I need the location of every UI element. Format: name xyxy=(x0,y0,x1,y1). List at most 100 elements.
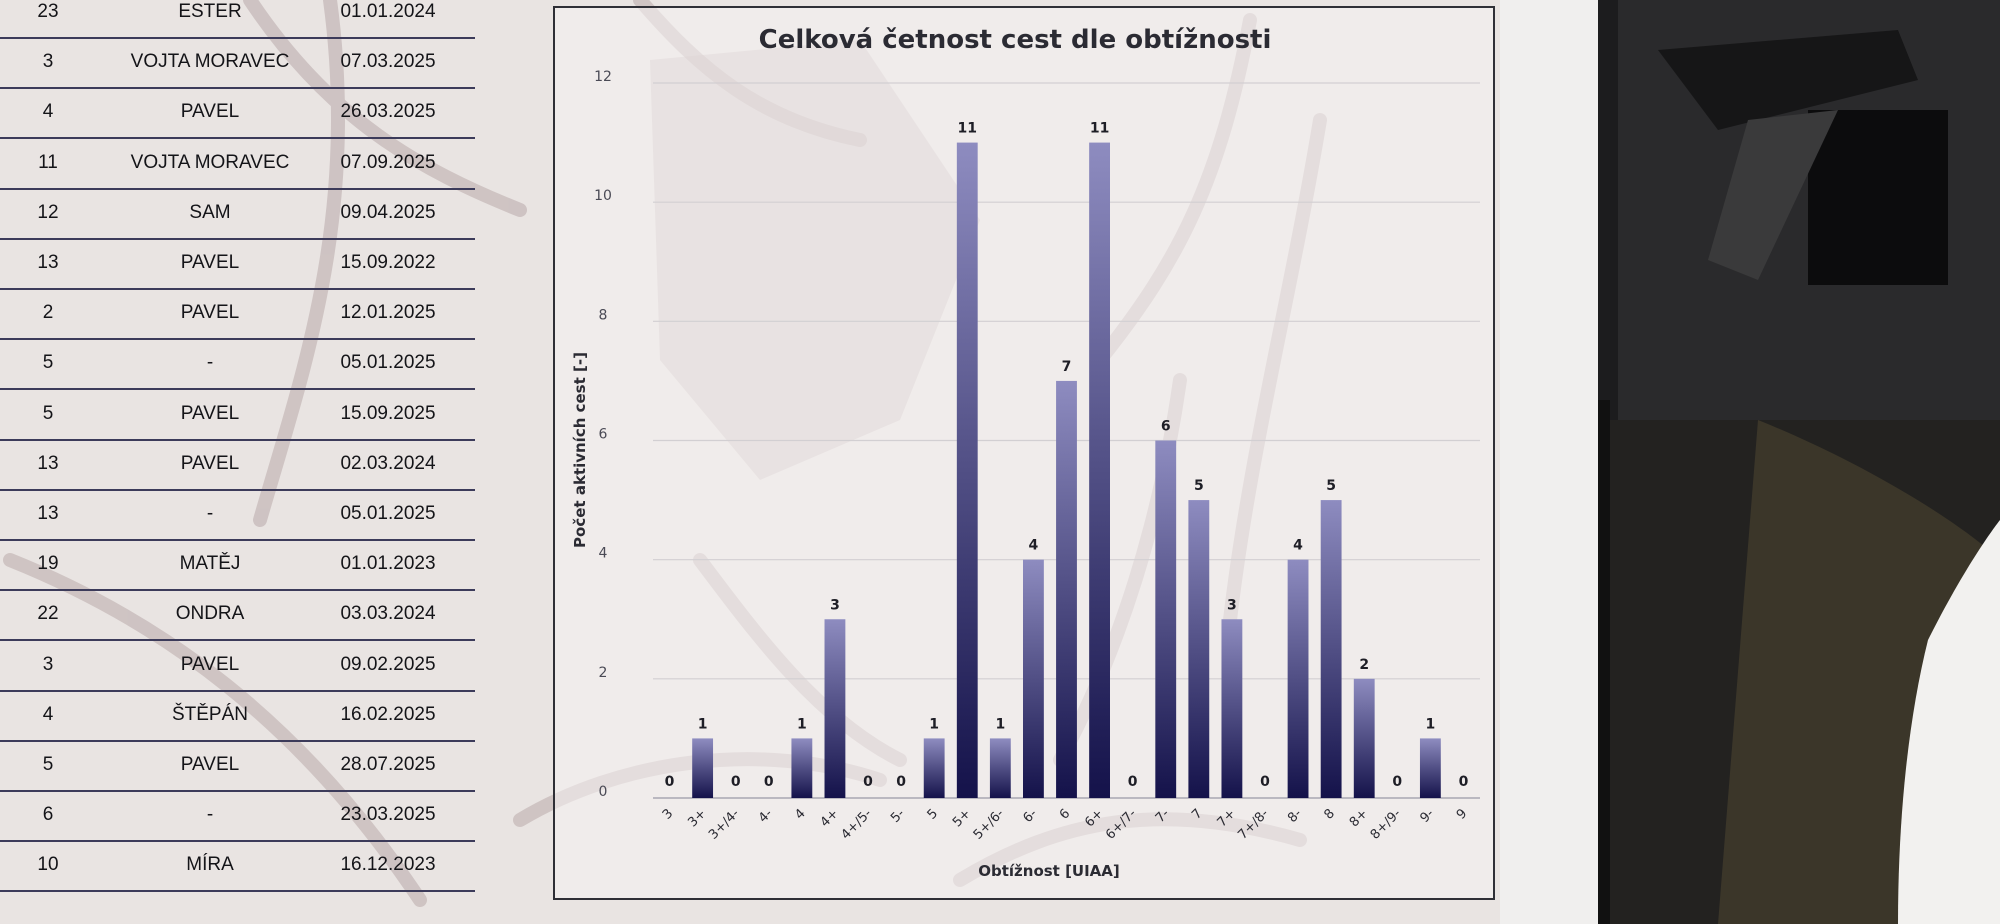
data-label: 1 xyxy=(698,716,708,732)
bar-7 xyxy=(1188,500,1210,798)
data-label: 5 xyxy=(1194,478,1204,494)
data-label: 0 xyxy=(731,774,741,790)
route-date: 07.09.2025 xyxy=(340,151,436,173)
y-axis-label: Počet aktivních cest [-] xyxy=(571,352,589,548)
data-label: 3 xyxy=(1227,597,1237,613)
climber-name: ESTER xyxy=(178,1,242,22)
route-date: 15.09.2022 xyxy=(340,252,436,273)
chart-title: Celková četnost cest dle obtížnosti xyxy=(759,25,1272,55)
route-count: 3 xyxy=(42,653,54,675)
route-date: 15.09.2025 xyxy=(340,402,436,424)
x-tick-label: 3 xyxy=(660,806,676,822)
route-date: 16.12.2023 xyxy=(340,854,436,876)
bar-4 xyxy=(791,738,813,798)
data-label: 2 xyxy=(1359,657,1369,673)
data-label: 0 xyxy=(665,774,675,790)
x-tick-label: 8- xyxy=(1285,806,1305,826)
data-label: 5 xyxy=(1326,478,1336,494)
bar-6- xyxy=(1022,559,1044,798)
data-label: 0 xyxy=(863,774,873,790)
dark-structure-shapes xyxy=(1598,0,2000,924)
x-tick-label: 7- xyxy=(1153,806,1173,826)
route-date: 09.02.2025 xyxy=(340,653,436,675)
x-tick-label: 5 xyxy=(925,806,941,822)
data-label: 6 xyxy=(1161,419,1171,435)
bar-7+ xyxy=(1221,619,1243,798)
y-tick-label: 10 xyxy=(594,188,612,204)
route-count: 13 xyxy=(37,503,59,524)
route-date: 16.02.2025 xyxy=(340,703,436,725)
data-label: 1 xyxy=(929,716,939,732)
x-tick-label: 3+ xyxy=(685,806,709,830)
route-date: 01.01.2024 xyxy=(340,1,436,22)
data-label: 0 xyxy=(1392,774,1402,790)
data-label: 11 xyxy=(958,121,977,137)
route-date: 26.03.2025 xyxy=(340,101,436,123)
climber-name: PAVEL xyxy=(180,653,240,675)
bar-3+ xyxy=(692,738,714,798)
bar-8- xyxy=(1287,559,1309,798)
bar-5+ xyxy=(956,142,978,799)
x-tick-label: 5+ xyxy=(950,806,974,830)
bar-9- xyxy=(1419,738,1441,798)
x-tick-label: 8+ xyxy=(1347,806,1371,830)
data-label: 0 xyxy=(1459,774,1469,790)
y-tick-label: 2 xyxy=(599,665,608,681)
table-row: 13 - 05.01.2025 xyxy=(0,489,475,541)
climber-name: VOJTA MORAVEC xyxy=(130,151,290,173)
dark-background-photo xyxy=(1598,0,2000,924)
bar-5 xyxy=(923,738,945,798)
climber-name: MATĚJ xyxy=(179,553,241,575)
x-tick-label: 8+/9- xyxy=(1368,806,1405,843)
x-axis-label: Obtížnost [UIAA] xyxy=(978,862,1120,880)
route-date: 05.01.2025 xyxy=(340,352,436,374)
x-tick-label: 6- xyxy=(1020,806,1040,826)
route-date: 07.03.2025 xyxy=(340,51,436,73)
table-row: 3 VOJTA MORAVEC 07.03.2025 xyxy=(0,37,475,90)
route-count: 12 xyxy=(37,201,59,223)
data-label: 4 xyxy=(1293,538,1303,554)
x-tick-label: 4+ xyxy=(818,806,842,830)
x-tick-label: 4- xyxy=(756,806,776,826)
table-row: 22 ONDRA 03.03.2024 xyxy=(0,589,475,642)
route-date: 03.03.2024 xyxy=(340,603,436,625)
bar-5+/6- xyxy=(989,738,1011,798)
climber-name: - xyxy=(206,503,214,524)
white-board xyxy=(1500,0,1598,924)
climber-name: SAM xyxy=(189,201,231,223)
data-label: 0 xyxy=(764,774,774,790)
route-count: 23 xyxy=(37,1,59,22)
bar-8 xyxy=(1320,500,1342,798)
route-count: 5 xyxy=(42,352,54,374)
route-date: 12.01.2025 xyxy=(340,302,436,324)
x-tick-label: 9 xyxy=(1454,806,1470,822)
x-tick-label: 7 xyxy=(1189,806,1205,822)
route-count: 5 xyxy=(42,402,54,424)
route-date: 02.03.2024 xyxy=(340,452,436,474)
table-row: 19 MATĚJ 01.01.2023 xyxy=(0,539,475,592)
bar-6 xyxy=(1056,380,1077,798)
table-row: 6 - 23.03.2025 xyxy=(0,790,475,843)
table-row: 3 PAVEL 09.02.2025 xyxy=(0,640,475,692)
climber-name: ŠTĚPÁN xyxy=(171,703,249,725)
route-count: 5 xyxy=(42,754,54,775)
x-tick-label: 5- xyxy=(888,806,908,826)
data-label: 0 xyxy=(896,774,906,790)
climber-name: ONDRA xyxy=(175,603,245,625)
route-count: 4 xyxy=(42,703,54,725)
table-row: 2 PAVEL 12.01.2025 xyxy=(0,288,475,341)
route-count: 10 xyxy=(37,854,59,876)
route-count: 11 xyxy=(38,151,58,173)
route-date: 09.04.2025 xyxy=(340,201,436,223)
climber-name: MÍRA xyxy=(186,854,234,876)
bar-chart: Celková četnost cest dle obtížnosti 0 2 4 6… xyxy=(571,25,1480,880)
x-tick-label: 6 xyxy=(1057,806,1073,822)
route-table: 23 ESTER 01.01.2024 3 VOJTA MORAVEC 07.03.202… xyxy=(0,0,475,924)
x-tick-label: 5+/6- xyxy=(971,806,1008,843)
route-count: 13 xyxy=(37,252,59,273)
table-row: 13 PAVEL 02.03.2024 xyxy=(0,439,475,491)
bar-6+ xyxy=(1089,142,1111,799)
climber-name: PAVEL xyxy=(180,452,240,474)
table-row: 5 PAVEL 15.09.2025 xyxy=(0,389,475,441)
data-label: 3 xyxy=(830,597,840,613)
